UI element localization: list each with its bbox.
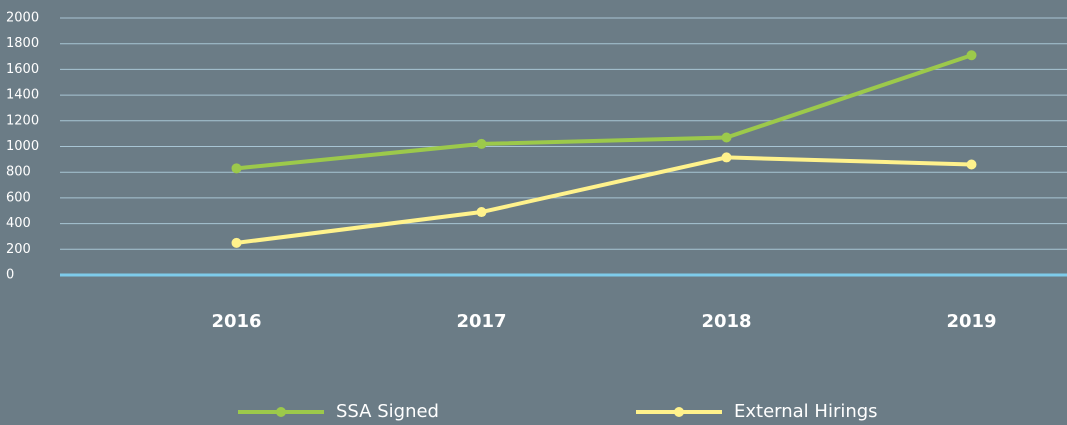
x-tick-label: 2017 (456, 311, 506, 332)
y-tick-label: 1200 (6, 113, 39, 128)
y-tick-label: 2000 (6, 11, 39, 26)
data-point (721, 132, 732, 143)
data-point (231, 163, 242, 174)
y-tick-label: 1400 (6, 88, 39, 103)
data-point (231, 237, 242, 248)
y-tick-label: 600 (6, 190, 31, 205)
y-tick-label: 1600 (6, 62, 39, 77)
y-tick-label: 1800 (6, 36, 39, 51)
data-point (966, 50, 977, 61)
series-line (236, 155, 972, 245)
legend-label: SSA Signed (336, 401, 439, 422)
x-tick-label: 2018 (701, 311, 751, 332)
y-tick-label: 1000 (6, 139, 39, 154)
y-tick-label: 200 (6, 242, 31, 257)
y-tick-label: 0 (6, 268, 14, 283)
y-tick-label: 400 (6, 216, 31, 231)
legend-marker (276, 407, 286, 417)
x-tick-label: 2019 (946, 311, 996, 332)
legend-marker (674, 407, 684, 417)
x-tick-label: 2016 (211, 311, 261, 332)
legend-label: External Hirings (734, 401, 878, 422)
data-point (721, 152, 732, 163)
series-line (236, 53, 973, 171)
data-point (476, 138, 487, 149)
data-point (476, 207, 487, 218)
y-tick-label: 800 (6, 165, 31, 180)
data-point (966, 159, 977, 170)
